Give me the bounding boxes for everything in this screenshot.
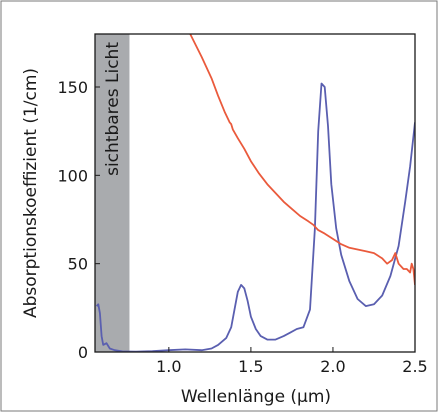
x-tick-label: 1.5	[238, 357, 263, 376]
x-tick-label: 2.0	[320, 357, 345, 376]
series-line-red	[189, 34, 415, 285]
y-tick-label: 0	[78, 343, 88, 362]
y-tick-label: 100	[57, 166, 88, 185]
visible-light-band	[95, 34, 130, 352]
visible-light-label: sichtbares Licht	[103, 42, 123, 176]
x-tick-label: 2.5	[402, 357, 427, 376]
ticks-layer: 1.0 1.5 2.0 2.5 0 50 100 150	[57, 78, 427, 376]
y-tick-label: 50	[68, 255, 88, 274]
x-tick-label: 1.0	[156, 357, 181, 376]
y-tick-label: 150	[57, 78, 88, 97]
x-axis-title: Wellenlänge (µm)	[181, 387, 331, 407]
y-axis-title: Absorptionskoeffizient (1/cm)	[21, 68, 41, 318]
plot-frame	[94, 33, 416, 353]
